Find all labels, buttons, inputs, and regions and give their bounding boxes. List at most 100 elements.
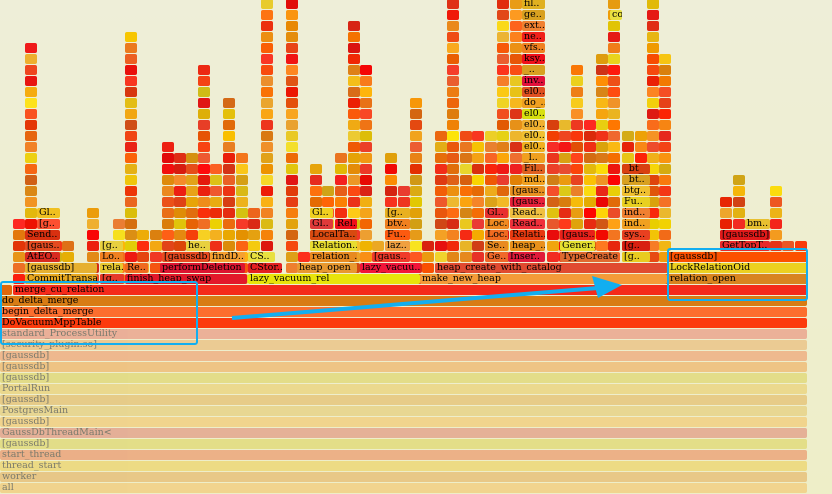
stack-frame-cell[interactable]	[472, 164, 484, 174]
stack-frame-cell[interactable]	[410, 208, 422, 218]
stack-frame-cell[interactable]	[286, 109, 298, 119]
stack-frame-cell[interactable]	[647, 65, 659, 75]
stack-frame-cell[interactable]	[286, 131, 298, 141]
stack-frame-cell[interactable]	[733, 208, 745, 218]
stack-frame-cell[interactable]	[236, 164, 248, 174]
stack-frame-cell[interactable]	[647, 76, 659, 86]
stack-frame-cell[interactable]	[472, 208, 484, 218]
stack-frame-cell[interactable]	[472, 252, 484, 262]
stack-frame-cell[interactable]	[497, 0, 509, 9]
stack-frame-cell[interactable]	[13, 263, 25, 273]
stack-frame-cell[interactable]	[113, 230, 125, 240]
stack-frame-cell[interactable]	[472, 241, 484, 251]
stack-frame[interactable]: findD..	[210, 252, 245, 262]
stack-frame-cell[interactable]	[0, 285, 12, 295]
stack-frame-cell[interactable]	[198, 230, 210, 240]
stack-frame-cell[interactable]	[659, 120, 671, 130]
stack-frame-cell[interactable]	[472, 186, 484, 196]
stack-frame[interactable]: sys..	[622, 230, 650, 240]
stack-frame-cell[interactable]	[25, 197, 37, 207]
stack-frame-cell[interactable]	[125, 131, 137, 141]
stack-frame[interactable]: make_new_heap	[420, 274, 667, 284]
stack-frame-cell[interactable]	[460, 164, 472, 174]
stack-frame-cell[interactable]	[198, 142, 210, 152]
stack-frame-cell[interactable]	[460, 175, 472, 185]
stack-frame-cell[interactable]	[261, 219, 273, 229]
stack-frame-cell[interactable]	[447, 21, 459, 31]
stack-frame-cell[interactable]	[13, 252, 25, 262]
stack-frame-cell[interactable]	[310, 197, 322, 207]
stack-frame-cell[interactable]	[360, 175, 372, 185]
stack-frame-cell[interactable]	[596, 197, 608, 207]
stack-frame-cell[interactable]	[125, 230, 137, 240]
stack-frame-cell[interactable]	[360, 186, 372, 196]
stack-frame-cell[interactable]	[472, 175, 484, 185]
stack-frame-cell[interactable]	[150, 263, 162, 273]
stack-frame[interactable]: [g..	[622, 241, 650, 251]
stack-frame-cell[interactable]	[447, 252, 459, 262]
stack-frame-cell[interactable]	[584, 186, 596, 196]
stack-frame-cell[interactable]	[186, 208, 198, 218]
stack-frame-cell[interactable]	[198, 186, 210, 196]
stack-frame[interactable]: [g..	[37, 219, 60, 229]
stack-frame-cell[interactable]	[186, 175, 198, 185]
stack-frame-cell[interactable]	[647, 109, 659, 119]
stack-frame-cell[interactable]	[447, 109, 459, 119]
stack-frame-cell[interactable]	[608, 65, 620, 75]
stack-frame-cell[interactable]	[398, 197, 410, 207]
stack-frame[interactable]: LockRelationOid	[668, 263, 807, 273]
stack-frame-cell[interactable]	[659, 164, 671, 174]
stack-frame-cell[interactable]	[608, 186, 620, 196]
stack-frame-cell[interactable]	[510, 153, 522, 163]
stack-frame-cell[interactable]	[162, 164, 174, 174]
stack-frame-cell[interactable]	[435, 142, 447, 152]
stack-frame-cell[interactable]	[186, 186, 198, 196]
stack-frame-cell[interactable]	[174, 197, 186, 207]
stack-frame-cell[interactable]	[360, 153, 372, 163]
stack-frame-cell[interactable]	[559, 153, 571, 163]
stack-frame-cell[interactable]	[261, 109, 273, 119]
stack-frame-cell[interactable]	[223, 219, 235, 229]
stack-frame-cell[interactable]	[261, 10, 273, 20]
stack-frame-cell[interactable]	[485, 197, 497, 207]
stack-frame-cell[interactable]	[310, 164, 322, 174]
stack-frame-cell[interactable]	[596, 186, 608, 196]
stack-frame[interactable]: Loc..	[485, 219, 508, 229]
stack-frame-cell[interactable]	[410, 153, 422, 163]
stack-frame[interactable]: [gaus..	[25, 241, 60, 251]
stack-frame-cell[interactable]	[547, 252, 559, 262]
stack-frame-cell[interactable]	[497, 186, 509, 196]
stack-frame-cell[interactable]	[198, 153, 210, 163]
stack-frame-cell[interactable]	[210, 241, 222, 251]
stack-frame-cell[interactable]	[608, 197, 620, 207]
stack-frame-cell[interactable]	[13, 241, 25, 251]
stack-frame[interactable]: Loc..	[485, 230, 508, 240]
stack-frame-cell[interactable]	[13, 219, 25, 229]
stack-frame-cell[interactable]	[659, 65, 671, 75]
stack-frame-cell[interactable]	[770, 219, 782, 229]
stack-frame-cell[interactable]	[348, 131, 360, 141]
stack-frame[interactable]: [gaussdb]	[0, 439, 807, 449]
stack-frame-cell[interactable]	[261, 241, 273, 251]
stack-frame-cell[interactable]	[647, 43, 659, 53]
stack-frame-cell[interactable]	[360, 142, 372, 152]
stack-frame[interactable]: finish_heap_swap	[125, 274, 247, 284]
stack-frame-cell[interactable]	[547, 164, 559, 174]
stack-frame-cell[interactable]	[559, 131, 571, 141]
stack-frame-cell[interactable]	[559, 219, 571, 229]
stack-frame-cell[interactable]	[447, 65, 459, 75]
stack-frame-cell[interactable]	[223, 230, 235, 240]
stack-frame-cell[interactable]	[608, 208, 620, 218]
stack-frame-cell[interactable]	[385, 186, 397, 196]
stack-frame-cell[interactable]	[635, 153, 647, 163]
stack-frame-cell[interactable]	[348, 186, 360, 196]
stack-frame-cell[interactable]	[608, 43, 620, 53]
stack-frame-cell[interactable]	[360, 120, 372, 130]
stack-frame-cell[interactable]	[571, 175, 583, 185]
stack-frame-cell[interactable]	[435, 219, 447, 229]
stack-frame[interactable]: [gaus..	[372, 252, 410, 262]
stack-frame-cell[interactable]	[186, 197, 198, 207]
stack-frame-cell[interactable]	[547, 208, 559, 218]
stack-frame-cell[interactable]	[286, 120, 298, 130]
stack-frame-cell[interactable]	[571, 120, 583, 130]
